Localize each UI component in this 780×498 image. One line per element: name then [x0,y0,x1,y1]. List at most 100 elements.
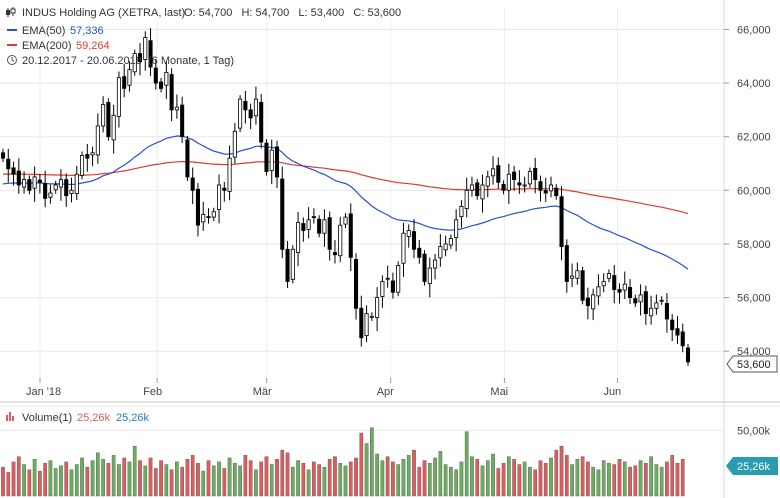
candle-up [649,307,654,317]
volume-bar-down [27,469,32,497]
volume-bar-up [443,464,448,497]
candle-down [675,328,680,336]
volume-bar-down [665,461,669,497]
candle-up [111,114,116,141]
candle-down [411,231,417,250]
volume-bar-down [153,468,158,497]
candle-up [201,214,206,223]
volume-bar-down [11,461,16,497]
volume-bar-up [638,460,643,497]
volume-bar-up [201,470,206,497]
candle-up [438,246,443,259]
candle-up [74,173,79,194]
candle-down [106,101,111,138]
candle-up [375,297,380,318]
candle-down [475,182,480,197]
volume-bar-up [164,464,169,497]
volume-bar-up [601,460,606,497]
candle-up [269,149,274,171]
candle-up [527,171,532,185]
ema50-legend-value: 57,336 [70,25,104,37]
volume-bar-down [196,463,200,497]
candle-down [533,167,538,180]
volume-bar-down [38,470,42,497]
volume-bar-down [628,466,632,497]
ema200-legend-value: 59,264 [76,40,110,52]
candle-up [338,224,343,257]
volume-header: Volume(1) 25,26k 25,26k [6,412,150,424]
candle-up [232,130,237,158]
volume-bar-up [522,461,527,497]
candle-down [169,74,174,111]
candle-down [685,347,691,363]
candle-down [180,104,185,138]
clock-icon [7,55,17,65]
volume-bar-down [6,472,11,497]
volume-bar-down [138,460,142,497]
candle-down [580,270,585,301]
candle-up [58,179,63,188]
x-axis-ticks: Jan '18 Feb Mär Apr Mai Jun [26,378,621,398]
volume-bar-down [275,459,279,497]
candle-down [543,189,548,194]
volume-bar-up [449,466,453,497]
candle-up [427,267,432,285]
volume-bar-up [296,460,300,497]
volume-bar-down [412,449,416,497]
volume-bar-up [427,463,432,497]
volume-bar-up [338,463,343,497]
volume-bar-up [80,457,84,497]
volume-bar-up [433,457,437,497]
volume-bar-down [564,455,569,497]
volume-bar-up [575,459,580,497]
candle-up [406,230,411,237]
volume-bar-up [53,468,58,497]
current-volume-value: 25,26k [737,461,771,473]
x-tick-label: Mai [490,386,508,398]
candle-up [32,176,37,189]
volume-bar-down [417,466,422,497]
volume-bar-up [396,464,401,497]
candle-up [101,104,106,127]
volume-bar-up [454,469,458,497]
candle-up [654,302,659,309]
candle-up [570,275,575,279]
candle-down [670,319,675,331]
volume-bar-up [132,445,137,497]
candle-up [364,313,369,337]
volume-bar-down [1,466,5,497]
volume-bar-up [127,461,132,497]
candle-up [211,211,216,218]
candle-down [327,217,332,250]
volume-bar-down [190,455,195,497]
candle-down [538,181,543,191]
price-axis-ticks: 66,000 64,000 62,000 60,000 58,000 56,000 54,0… [724,24,771,358]
current-price-badge: 53,600 [726,355,778,373]
volume-bar-down [264,456,269,497]
candle-up [238,98,243,129]
candle-up [306,219,311,230]
volume-bar-down [680,459,685,497]
volume-bar-up [485,460,490,497]
ema200-line [2,160,689,215]
bar-chart-icon [6,412,14,421]
volume-label: Volume(1) [22,412,72,424]
volume-bar-up [217,461,221,497]
volume-bar-up [69,469,74,497]
grid-lines [0,8,724,431]
volume-bar-up [290,466,295,497]
candle-down [43,182,48,199]
candle-down [190,177,195,191]
volume-bar-up [143,465,148,497]
candle-down [274,146,280,178]
candle-down [206,216,211,218]
candle-down [195,188,200,226]
candle-up [638,294,643,303]
volume-bar-down [348,461,353,497]
candle-down [496,165,501,183]
candle-down [680,331,685,347]
volume-bar-down [185,459,190,497]
candle-up [143,37,148,60]
candle-down [633,298,638,304]
candle-down [64,179,69,197]
